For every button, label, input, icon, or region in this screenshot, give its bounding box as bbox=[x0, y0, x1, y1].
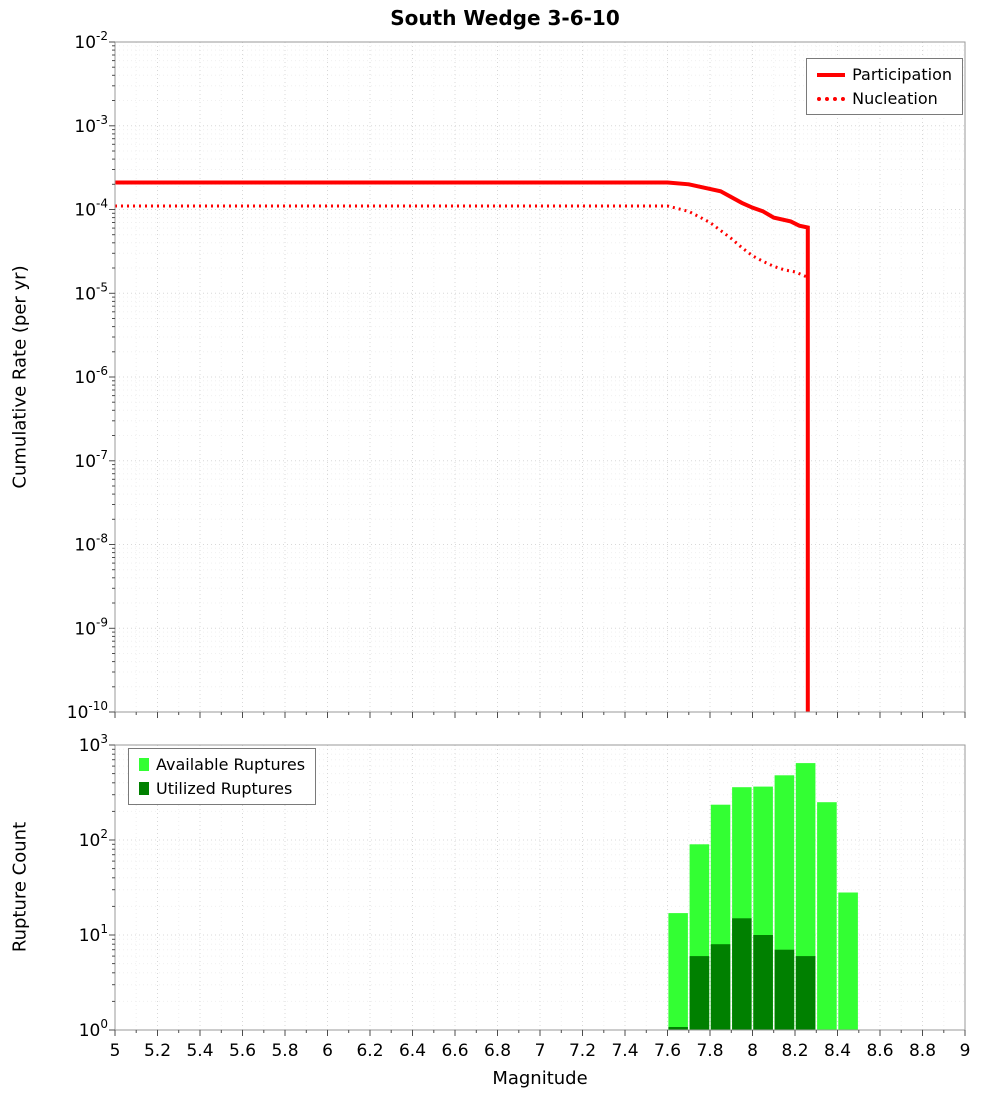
svg-text:103: 103 bbox=[79, 732, 108, 756]
participation-line-icon bbox=[817, 72, 846, 77]
available-legend-label: Available Ruptures bbox=[156, 755, 306, 774]
rate-plot-svg: 10-2 10-3 10-4 10-5 10-6 10-7 10-8 10-9 10-10 bbox=[67, 29, 966, 723]
legend-item-utilized-ruptures: Utilized Ruptures bbox=[139, 779, 305, 798]
available-ruptures-bar bbox=[817, 802, 837, 1030]
available-ruptures-bar bbox=[668, 913, 688, 1030]
tick-labels: 10-2 10-3 10-4 10-5 10-6 10-7 10-8 10-9 10-10 bbox=[67, 29, 108, 723]
utilized-ruptures-bar bbox=[732, 918, 752, 1030]
svg-text:7.2: 7.2 bbox=[569, 1041, 596, 1061]
svg-text:7.8: 7.8 bbox=[696, 1041, 723, 1061]
svg-text:5: 5 bbox=[110, 1041, 121, 1061]
svg-text:6: 6 bbox=[322, 1041, 333, 1061]
svg-text:10-3: 10-3 bbox=[74, 113, 108, 137]
participation-line bbox=[115, 180, 810, 712]
utilized-ruptures-bar bbox=[795, 956, 816, 1030]
svg-text:8.6: 8.6 bbox=[866, 1041, 893, 1061]
available-ruptures-bar bbox=[838, 892, 858, 1030]
rate-axis-label: Cumulative Rate (per yr) bbox=[9, 265, 31, 489]
svg-text:10-4: 10-4 bbox=[74, 197, 108, 221]
svg-text:10-6: 10-6 bbox=[74, 364, 108, 388]
svg-text:8.4: 8.4 bbox=[824, 1041, 851, 1061]
svg-text:101: 101 bbox=[79, 922, 108, 946]
svg-text:10-8: 10-8 bbox=[74, 532, 108, 556]
utilized-ruptures-swatch-icon bbox=[139, 782, 149, 795]
series-data bbox=[668, 763, 858, 1030]
utilized-ruptures-bar bbox=[774, 949, 795, 1030]
svg-text:8: 8 bbox=[747, 1041, 758, 1061]
svg-text:7: 7 bbox=[535, 1041, 546, 1061]
svg-text:10-7: 10-7 bbox=[74, 448, 108, 472]
nucleation-line-icon bbox=[817, 96, 846, 101]
svg-text:5.4: 5.4 bbox=[186, 1041, 213, 1061]
svg-text:5.2: 5.2 bbox=[144, 1041, 171, 1061]
axis-ticks bbox=[109, 41, 966, 718]
svg-text:9: 9 bbox=[960, 1041, 971, 1061]
svg-text:102: 102 bbox=[79, 827, 108, 851]
svg-text:5.6: 5.6 bbox=[229, 1041, 256, 1061]
nucleation-legend-label: Nucleation bbox=[852, 89, 938, 108]
svg-text:10-2: 10-2 bbox=[74, 29, 108, 53]
svg-text:6.4: 6.4 bbox=[399, 1041, 426, 1061]
svg-text:6.2: 6.2 bbox=[356, 1041, 383, 1061]
utilized-legend-label: Utilized Ruptures bbox=[156, 779, 293, 798]
utilized-ruptures-bar bbox=[668, 1027, 688, 1030]
svg-text:10-10: 10-10 bbox=[67, 699, 108, 723]
svg-text:7.4: 7.4 bbox=[611, 1041, 638, 1061]
rate-legend: Participation Nucleation bbox=[806, 58, 963, 115]
participation-legend-label: Participation bbox=[852, 65, 952, 84]
svg-text:8.2: 8.2 bbox=[781, 1041, 808, 1061]
utilized-ruptures-bar bbox=[710, 944, 731, 1030]
count-legend: Available Ruptures Utilized Ruptures bbox=[128, 748, 317, 805]
legend-item-participation: Participation bbox=[817, 65, 952, 84]
series-data bbox=[115, 180, 810, 712]
gridlines bbox=[114, 41, 966, 713]
svg-text:7.6: 7.6 bbox=[654, 1041, 681, 1061]
magnitude-axis-label: Magnitude bbox=[492, 1068, 588, 1089]
utilized-ruptures-bar bbox=[753, 935, 773, 1030]
svg-text:8.8: 8.8 bbox=[909, 1041, 936, 1061]
axis-ticks bbox=[109, 744, 966, 1036]
utilized-ruptures-bar bbox=[689, 956, 710, 1030]
svg-text:100: 100 bbox=[79, 1017, 108, 1041]
svg-text:10-9: 10-9 bbox=[74, 615, 108, 639]
legend-item-available-ruptures: Available Ruptures bbox=[139, 755, 305, 774]
svg-text:6.6: 6.6 bbox=[441, 1041, 468, 1061]
svg-text:6.8: 6.8 bbox=[484, 1041, 511, 1061]
legend-item-nucleation: Nucleation bbox=[817, 89, 952, 108]
svg-text:5.8: 5.8 bbox=[271, 1041, 298, 1061]
svg-text:10-5: 10-5 bbox=[74, 280, 108, 304]
chart-title: South Wedge 3-6-10 bbox=[390, 6, 620, 30]
available-ruptures-swatch-icon bbox=[139, 758, 149, 771]
count-axis-label: Rupture Count bbox=[9, 821, 31, 953]
